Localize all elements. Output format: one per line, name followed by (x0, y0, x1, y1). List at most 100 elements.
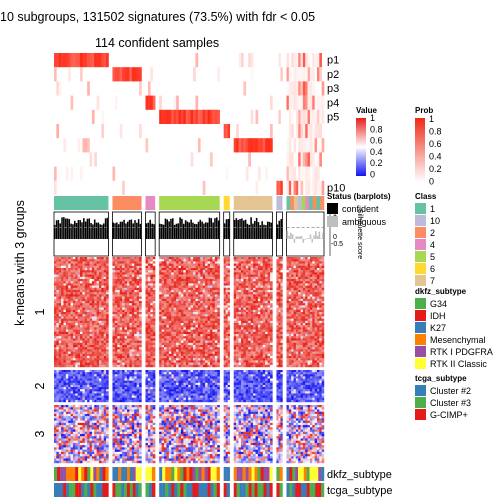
heatmap-cell (98, 318, 102, 321)
heatmap-cell (94, 329, 97, 332)
heatmap-cell (145, 353, 149, 357)
heatmap-cell (267, 292, 271, 295)
probability-cell (112, 67, 116, 82)
silhouette-bar (151, 223, 153, 239)
heatmap-cell (245, 270, 249, 273)
heatmap-cell (159, 342, 162, 346)
heatmap-cell (209, 257, 213, 260)
heatmap-cell (262, 325, 266, 328)
silhouette-bar (162, 224, 165, 239)
heatmap-cell (58, 283, 62, 286)
heatmap-cell (171, 318, 174, 321)
heatmap-cell (233, 312, 237, 315)
heatmap-cell (159, 329, 162, 332)
heatmap-cell (248, 270, 251, 273)
heatmap-cell (243, 270, 247, 273)
heatmap-cell (250, 268, 254, 271)
heatmap-cell (262, 294, 266, 297)
heatmap-cell (193, 364, 196, 368)
heatmap-cell (65, 283, 69, 286)
heatmap-cell (223, 329, 226, 332)
heatmap-cell (248, 331, 251, 335)
heatmap-cell (257, 312, 261, 315)
heatmap-cell (260, 279, 263, 282)
heatmap-cell (248, 285, 251, 288)
heatmap-cell (250, 265, 254, 269)
heatmap-cell (265, 323, 268, 326)
heatmap-cell (227, 274, 230, 277)
silhouette-bar (214, 218, 216, 239)
heatmap-cell (171, 298, 174, 302)
heatmap-cell (190, 364, 194, 368)
heatmap-cell (248, 305, 251, 308)
heatmap-cell (202, 257, 206, 260)
silhouette-bar (77, 220, 80, 239)
heatmap-cell (276, 305, 279, 308)
heatmap-cell (136, 323, 140, 326)
heatmap-cell (197, 301, 201, 304)
silhouette-bar (288, 235, 290, 239)
heatmap-cell (178, 353, 182, 357)
heatmap-cell (166, 327, 170, 330)
heatmap-cell (245, 353, 249, 357)
heatmap-cell (200, 334, 203, 337)
heatmap-cell (75, 327, 78, 330)
heatmap-cell (305, 285, 308, 288)
heatmap-cell (89, 331, 93, 335)
heatmap-cell (150, 323, 153, 326)
heatmap-cell (223, 331, 226, 335)
heatmap-cell (240, 261, 244, 264)
heatmap-cell (236, 276, 239, 280)
heatmap-cell (209, 331, 213, 335)
heatmap-cell (225, 353, 228, 357)
heatmap-cell (212, 349, 216, 352)
heatmap-cell (65, 285, 69, 288)
heatmap-cell (114, 270, 118, 273)
heatmap-cell (126, 362, 130, 365)
heatmap-cell (200, 340, 203, 343)
heatmap-cell (91, 347, 95, 350)
heatmap-cell (58, 257, 62, 260)
heatmap-cell (134, 327, 137, 330)
heatmap-cell (145, 279, 149, 282)
heatmap-cell (190, 312, 194, 315)
heatmap-cell (119, 312, 123, 315)
probability-cell (193, 109, 196, 124)
heatmap-cell (161, 274, 165, 277)
heatmap-cell (94, 334, 97, 337)
heatmap-cell (316, 268, 320, 271)
heatmap-cell (75, 281, 78, 284)
heatmap-cell (82, 265, 85, 269)
heatmap-cell (248, 360, 251, 363)
heatmap-cell (114, 312, 118, 315)
probability-cell (197, 138, 201, 153)
heatmap-cell (166, 268, 170, 271)
heatmap-cell (188, 274, 191, 277)
heatmap-cell (152, 342, 156, 346)
heatmap-cell (134, 281, 137, 284)
heatmap-cell (188, 257, 191, 260)
heatmap-cell (82, 349, 85, 352)
heatmap-cell (164, 329, 167, 332)
probability-cell (316, 138, 320, 153)
probability-cell (68, 53, 71, 68)
heatmap-cell (103, 360, 107, 363)
heatmap-cell (280, 294, 283, 297)
heatmap-cell (84, 298, 88, 302)
probability-cell (136, 67, 140, 82)
probability-cell (58, 81, 62, 96)
silhouette-bar (315, 231, 317, 239)
probability-cell (316, 67, 320, 82)
heatmap-cell (200, 279, 203, 282)
heatmap-cell (119, 303, 123, 306)
heatmap-cell (159, 318, 162, 321)
heatmap-cell (176, 279, 179, 282)
heatmap-cell (193, 327, 196, 330)
heatmap-cell (103, 331, 107, 335)
heatmap-cell (136, 331, 140, 335)
heatmap-cell (262, 261, 266, 264)
heatmap-cell (173, 298, 177, 302)
heatmap-cell (260, 281, 263, 284)
heatmap-cell (202, 347, 206, 350)
heatmap-cell (117, 305, 120, 308)
